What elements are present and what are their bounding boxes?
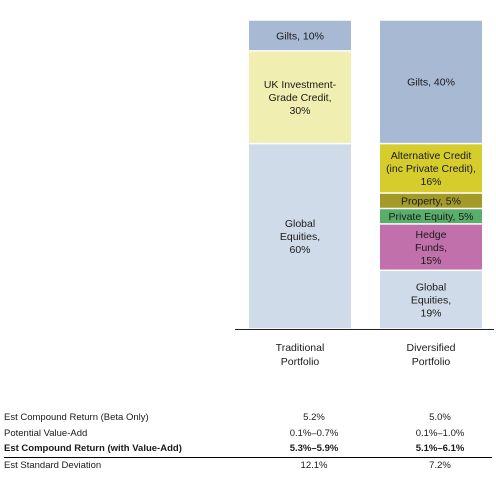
segment-label-1-0: Equities, xyxy=(411,294,451,306)
stat-label: Potential Value-Add xyxy=(4,427,88,439)
stat-diversified-value: 7.2% xyxy=(429,459,451,471)
stat-row-return-with-value-add: Est Compound Return (with Value-Add) 5.3… xyxy=(4,441,492,458)
bars-group xyxy=(249,20,482,329)
segment-label-1-4: (inc Private Credit), xyxy=(386,163,476,175)
segment-label-1-0: Global xyxy=(416,281,446,293)
segment-label-1-0: 19% xyxy=(420,307,441,319)
stat-traditional-value: 12.1% xyxy=(300,459,328,471)
segment-label-1-4: Alternative Credit xyxy=(391,150,472,162)
bar-segment-1-3 xyxy=(380,193,482,208)
stat-diversified-value: 5.0% xyxy=(429,412,451,423)
segment-label-1-1: 15% xyxy=(420,255,441,267)
category-label-0: Portfolio xyxy=(281,356,320,368)
segment-label-0-1: 30% xyxy=(289,105,310,117)
stat-row-beta-return: Est Compound Return (Beta Only) 5.2% 5.0… xyxy=(4,410,492,426)
bar-segment-1-1 xyxy=(380,224,482,270)
bar-segment-1-5 xyxy=(380,20,482,143)
stat-diversified-value: 5.1%–6.1% xyxy=(415,443,465,454)
stat-label: Est Standard Deviation xyxy=(4,459,102,471)
segment-label-0-1: UK Investment- xyxy=(264,79,337,91)
stat-traditional-value: 0.1%–0.7% xyxy=(289,427,339,439)
segment-label-1-2: Private Equity, 5% xyxy=(388,211,473,223)
stat-label: Est Compound Return (with Value-Add) xyxy=(4,443,182,454)
segment-label-1-1: Funds, xyxy=(415,242,447,254)
segment-label-0-0: 60% xyxy=(289,244,310,256)
category-label-1: Diversified xyxy=(406,342,455,354)
category-label-1: Portfolio xyxy=(412,356,451,368)
bar-segment-0-0 xyxy=(249,144,351,329)
stat-label: Est Compound Return (Beta Only) xyxy=(4,412,149,423)
stat-traditional-value: 5.2% xyxy=(303,412,325,423)
segment-label-1-3: Property, 5% xyxy=(401,196,461,208)
stat-row-std-dev: Est Standard Deviation 12.1% 7.2% xyxy=(4,458,492,474)
bar-segment-0-2 xyxy=(249,20,351,51)
category-label-0: Traditional xyxy=(276,342,325,354)
bar-segment-1-0 xyxy=(380,271,482,329)
segment-label-0-1: Grade Credit, xyxy=(268,92,331,104)
segment-label-1-4: 16% xyxy=(420,176,441,188)
segment-label-0-2: Gilts, 10% xyxy=(276,30,324,42)
stat-diversified-value: 0.1%–1.0% xyxy=(415,427,465,439)
category-labels-group: Traditional Portfolio Diversified Portfolio xyxy=(276,342,456,368)
segment-label-0-0: Equities, xyxy=(280,231,320,243)
stat-traditional-value: 5.3%–5.9% xyxy=(289,443,339,454)
bar-segment-1-4 xyxy=(380,144,482,193)
segment-label-0-0: Global xyxy=(285,218,315,230)
segment-label-1-5: Gilts, 40% xyxy=(407,77,455,89)
stats-table: Est Compound Return (Beta Only) 5.2% 5.0… xyxy=(4,410,492,473)
bar-segment-1-2 xyxy=(380,209,482,224)
stat-row-value-add: Potential Value-Add 0.1%–0.7% 0.1%–1.0% xyxy=(4,426,492,442)
bar-segment-0-1 xyxy=(249,51,351,143)
segment-label-1-1: Hedge xyxy=(416,229,447,241)
